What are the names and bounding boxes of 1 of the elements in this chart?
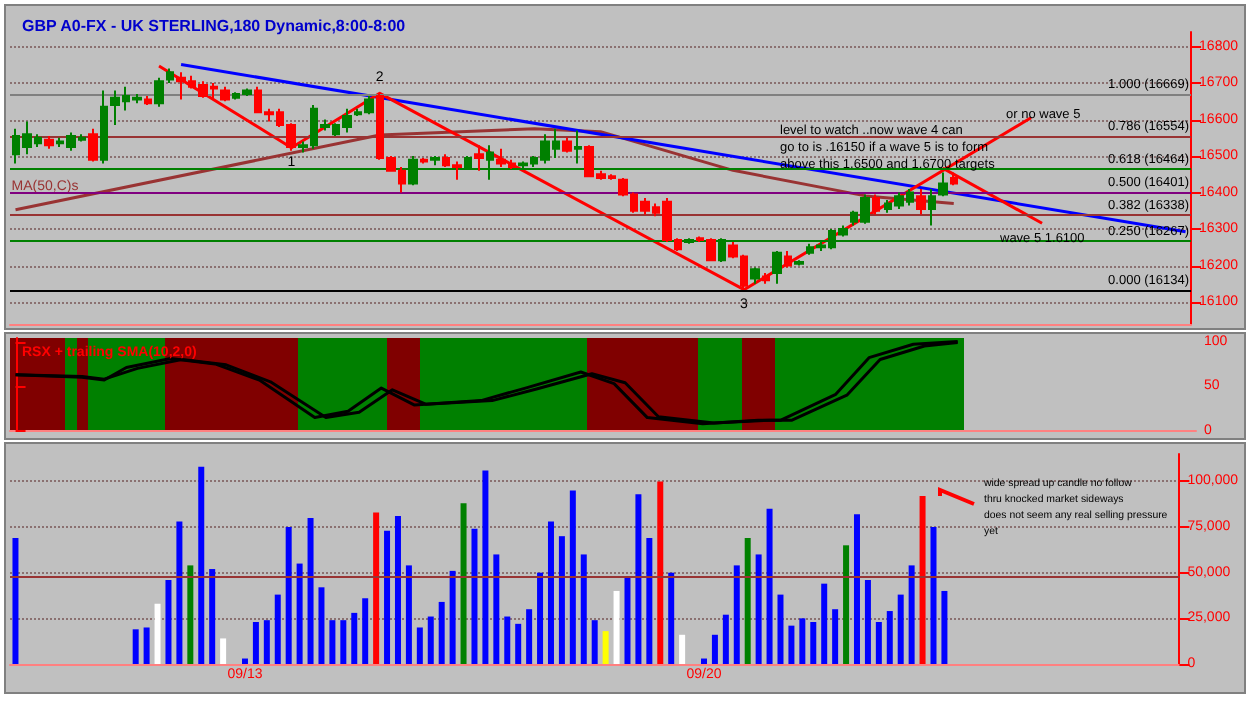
chart-title: GBP A0-FX - UK STERLING,180 Dynamic,8:00-8:00 xyxy=(22,17,407,35)
